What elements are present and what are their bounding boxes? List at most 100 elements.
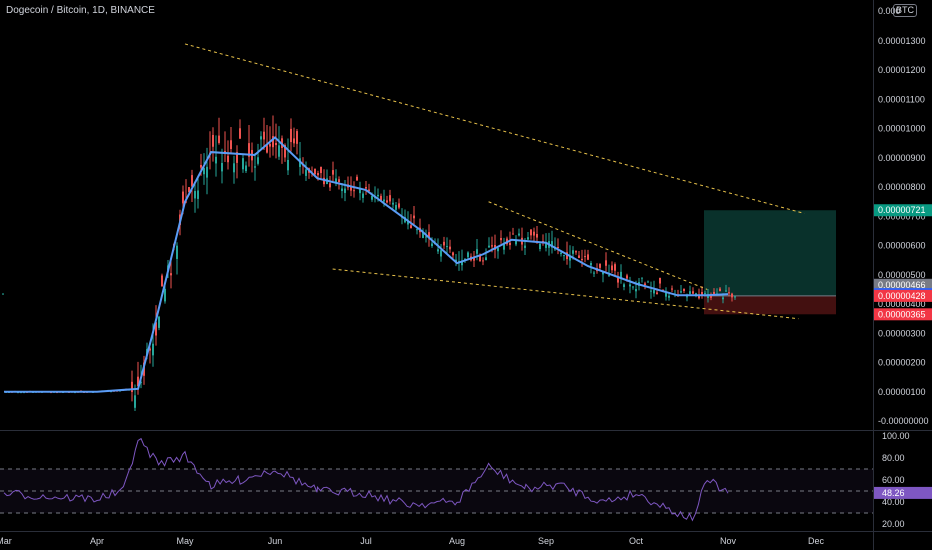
price-badge[interactable] [874,204,932,217]
rsi-pane[interactable] [0,437,873,522]
candle-body [692,291,694,294]
candle-body [428,232,430,239]
candle-body [527,237,529,240]
candle-body [344,188,346,193]
candle-body [695,293,697,295]
candle-body [338,179,340,183]
candle-body [221,162,223,172]
candle-body [149,348,151,351]
price-tick-label: 0.00000500 [878,270,926,280]
candle-body [389,195,391,202]
candle-body [176,245,178,259]
candle-body [620,271,622,278]
candle-body [629,284,631,287]
candle-body [140,381,142,383]
candle-body [680,291,682,293]
price-tick-label: 0.00000400 [878,299,926,309]
candle-body [203,168,205,175]
time-tick-label: Jun [268,536,283,546]
candle-body [560,252,562,255]
candle-body [413,215,415,219]
price-badge-label: 0.00000721 [878,205,926,215]
position-zones[interactable] [704,210,836,315]
price-badge[interactable] [874,289,932,302]
candle-body [155,322,157,336]
candle-body [581,258,583,261]
candle-body [449,246,451,250]
candle-body [380,195,382,201]
candle-body [161,275,163,287]
candle-body [2,293,4,295]
candle-body [206,166,208,178]
candle-body [137,376,139,387]
candle-body [617,277,619,283]
candle-body [536,234,538,238]
candle-body [671,288,673,290]
candle-body [683,288,685,291]
candle-body [734,296,736,298]
candle-body [704,292,706,294]
candle-body [260,136,262,140]
candle-body [473,257,475,261]
candle-body [293,138,295,144]
candle-body [188,187,190,193]
candle-body [170,273,172,276]
candle-body [254,166,256,168]
candle-body [257,157,259,164]
candle-body [479,255,481,262]
candle-body [557,247,559,249]
candle-body [416,229,418,231]
candle-body [500,237,502,241]
candle-body [602,272,604,275]
candle-body [656,292,658,295]
candle-body [626,275,628,279]
price-tick-label-partial: 0.000 [878,6,901,16]
candle-body [566,252,568,260]
candle-body [191,175,193,187]
candle-body [728,292,730,294]
candle-body [152,343,154,356]
candle-body [356,176,358,181]
trendline [332,268,799,320]
candle-body [491,245,493,247]
stop-zone[interactable] [704,295,836,315]
candle-body [689,291,691,294]
candle-body [731,293,733,298]
candle-body [377,194,379,197]
rsi-current-badge[interactable] [874,486,932,499]
candle-body [278,145,280,157]
target-zone[interactable] [704,210,836,296]
candle-body [668,295,670,298]
candle-body [422,231,424,238]
candle-body [323,177,325,185]
candle-body [575,251,577,253]
candle-body [482,260,484,262]
rsi-tick-label: 80.00 [882,453,905,463]
candle-body [131,381,133,393]
price-badge-label: 0.00000428 [878,291,926,301]
candle-body [290,128,292,143]
price-badge[interactable] [874,278,932,291]
time-tick-label: Aug [449,536,465,546]
candle-body [446,246,448,248]
candle-body [359,188,361,194]
candle-body [539,243,541,250]
axes[interactable]: 0.00001300 0.00001200 0.00001100 0.00001000… [0,6,932,546]
candle-body [713,291,715,295]
price-tick-label: 0.00000300 [878,328,926,338]
candle-body [248,143,250,157]
candle-body [407,221,409,225]
candle-body [650,290,652,292]
candle-body [233,163,235,173]
candle-body [197,190,199,199]
candle-body [509,242,511,246]
ema-line [4,136,729,393]
candle-body [659,277,661,284]
currency-badge[interactable]: BTC [893,4,917,17]
candle-body [632,286,634,288]
candle-body [725,290,727,292]
candle-body [284,145,286,158]
price-badge[interactable] [874,308,932,321]
candle-body [443,241,445,246]
